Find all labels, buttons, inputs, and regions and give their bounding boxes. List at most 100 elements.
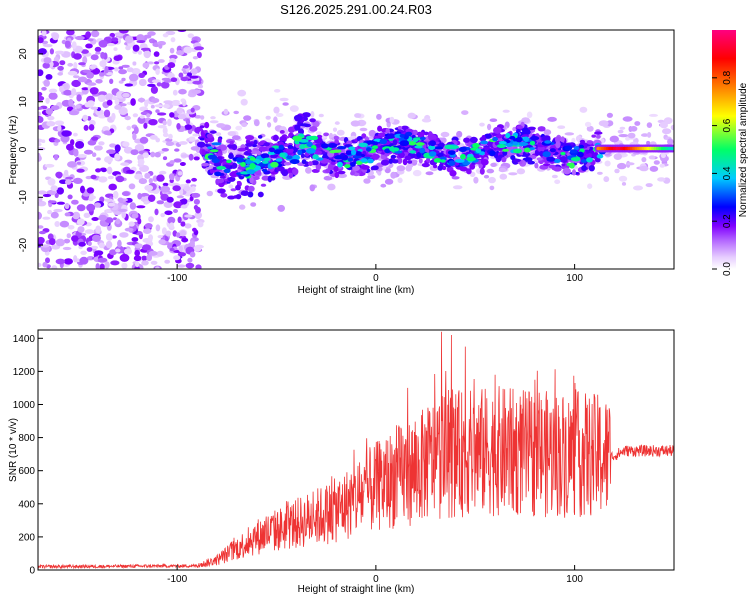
- spectrogram-blob: [170, 77, 178, 82]
- spectrogram-blob: [105, 93, 114, 101]
- spectrogram-blob: [311, 160, 319, 166]
- spectrogram-blob: [38, 153, 41, 162]
- spectrogram-blob: [405, 165, 413, 172]
- spectrogram-blob: [67, 225, 75, 230]
- spectrogram-blob: [397, 125, 403, 130]
- spectrogram-blob: [56, 187, 64, 195]
- spectrogram-blob: [387, 133, 396, 139]
- spectrogram-blob: [364, 153, 373, 158]
- spectrogram-blob: [309, 135, 319, 141]
- spectrogram-blob: [300, 123, 309, 127]
- spectrogram-blob: [389, 116, 395, 124]
- spectrogram-blob: [437, 142, 445, 148]
- spectrogram-blob: [126, 67, 134, 73]
- spectrogram-blob: [47, 209, 53, 215]
- spectrogram-blob: [426, 157, 431, 163]
- spectrogram-blob: [118, 69, 127, 75]
- spectrogram-blob: [192, 80, 202, 85]
- spectrogram-blob: [473, 176, 479, 184]
- spectrogram-blob: [47, 200, 57, 204]
- snr-ytick-label: 200: [18, 532, 35, 543]
- spectrogram-blob: [308, 161, 313, 167]
- spectrogram-blob: [215, 153, 223, 157]
- spectrogram-blob: [68, 99, 74, 107]
- spectrogram-blob: [279, 152, 286, 158]
- spectrogram-blob: [397, 177, 403, 184]
- spectrogram-blob: [106, 166, 113, 175]
- spectrogram-blob: [629, 126, 638, 132]
- spectrogram-blob: [577, 151, 584, 158]
- spectrogram-blob: [137, 218, 142, 225]
- spectrogram-blob: [199, 137, 205, 141]
- spectrogram-blob: [95, 168, 102, 173]
- spectrogram-blob: [85, 31, 91, 39]
- spectrogram-blob: [318, 113, 324, 118]
- spectrogram-blob: [97, 94, 106, 103]
- spectrogram-blob: [377, 125, 383, 132]
- spectrogram-blob: [268, 147, 275, 153]
- spectrogram-blob: [227, 144, 236, 149]
- spectrogram-blob: [73, 53, 82, 60]
- spectrogram-blob: [273, 116, 278, 123]
- spectrogram-blob: [542, 151, 551, 158]
- spectrogram-blob: [505, 132, 511, 139]
- spectrogram-blob: [286, 155, 293, 160]
- spectrogram-blob: [399, 133, 405, 138]
- spectrogram-blob: [275, 158, 283, 162]
- colorbar-ticks: 0.0 0.2 0.4 0.6 0.8: [712, 70, 733, 276]
- spectrogram-blob: [211, 142, 222, 146]
- spectrogram-blob: [492, 136, 498, 142]
- spectrogram-blob: [178, 88, 187, 95]
- spectrogram-blob: [479, 168, 485, 175]
- spectrogram-blob: [173, 201, 183, 209]
- spectrogram-blob: [249, 163, 256, 169]
- snr-xtick-label: 0: [373, 574, 379, 585]
- spectrogram-blob: [292, 135, 303, 141]
- spectrogram-blob: [48, 88, 58, 94]
- spectrogram-blob: [59, 85, 64, 93]
- spectrogram-blob: [109, 143, 117, 148]
- spectrogram-blob: [57, 65, 64, 71]
- spectrogram-blob: [653, 160, 660, 165]
- spectrogram-blob: [309, 125, 318, 132]
- spectrogram-blob: [96, 157, 101, 161]
- spectrogram-blob: [104, 156, 113, 163]
- spectrogram-blob: [613, 153, 622, 161]
- spectrogram-blob: [126, 169, 135, 174]
- spectrogram-blob: [124, 115, 131, 121]
- spectrogram-blob: [327, 143, 338, 148]
- spectrogram-blob: [228, 184, 234, 189]
- spectrogram-blob: [543, 129, 552, 136]
- spectrogram-blob: [277, 204, 286, 212]
- spectrogram-blob: [121, 210, 126, 219]
- spectrogram-ytick-label: 20: [18, 48, 29, 60]
- spectrogram-blob: [314, 150, 323, 155]
- spectrogram-blob: [111, 112, 116, 121]
- spectrogram-blob: [137, 97, 146, 103]
- spectrogram-blob: [306, 141, 313, 147]
- spectrogram-blob: [95, 51, 101, 55]
- spectrogram-blob: [94, 250, 104, 256]
- spectrogram-blob: [305, 148, 316, 154]
- spectrogram-blob: [95, 109, 104, 117]
- spectrogram-blob: [265, 115, 271, 120]
- spectrogram-blob: [206, 190, 213, 197]
- spectrogram-blob: [76, 204, 86, 212]
- spectrogram-blob: [489, 185, 495, 191]
- spectrogram-blob: [527, 160, 533, 164]
- colorbar: 0.0 0.2 0.4 0.6 0.8 Normalized spectral ampl…: [712, 30, 749, 276]
- spectrogram-blob: [442, 165, 447, 171]
- spectrogram-blob: [301, 159, 307, 164]
- spectrogram-blob: [132, 61, 137, 66]
- spectrogram-blob: [490, 162, 497, 167]
- spectrogram-blob: [114, 98, 120, 106]
- spectrogram-blob: [77, 226, 85, 233]
- spectrogram-blob: [155, 68, 160, 75]
- spectrogram-blob: [60, 134, 70, 143]
- spectrogram-blob: [91, 136, 99, 141]
- spectrogram-blob: [154, 104, 164, 108]
- spectrogram-blob: [469, 163, 476, 170]
- spectrogram-blob: [543, 163, 551, 167]
- spectrogram-blob: [366, 147, 372, 152]
